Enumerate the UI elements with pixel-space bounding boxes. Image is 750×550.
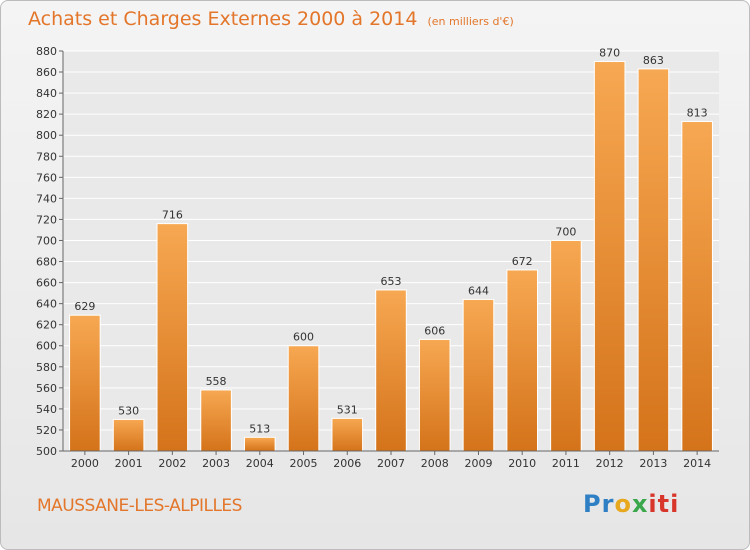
y-tick-label: 760 [36,171,57,184]
x-tick-label-2012: 2012 [596,457,624,470]
y-tick-label: 600 [36,340,57,353]
bar-2007 [375,289,407,452]
y-tick-label: 820 [36,108,57,121]
x-tick-label-2005: 2005 [290,457,318,470]
x-tick-label-2010: 2010 [508,457,536,470]
data-label-2008: 606 [424,324,445,337]
data-label-2007: 653 [381,275,402,288]
y-tick-label: 680 [36,256,57,269]
bar-2009 [462,298,495,452]
y-tick-label: 840 [36,87,57,100]
y-tick-label: 560 [36,382,57,395]
x-tick-label-2004: 2004 [246,457,274,470]
proxiti-logo: Proxiti [583,490,679,518]
y-tick-label: 640 [36,298,57,311]
data-label-2011: 700 [555,225,576,238]
x-axis: 2000 2001 2002 2003 2004 2005 2006 2007 2008 2009… [63,450,719,470]
data-label-2001: 530 [118,404,139,417]
x-tick-label-2002: 2002 [158,457,186,470]
y-tick-label: 800 [36,129,57,142]
x-tick-label-2003: 2003 [202,457,230,470]
commune-name: MAUSSANE-LES-ALPILLES [37,496,242,516]
data-label-2005: 600 [293,331,314,344]
x-tick-label-2009: 2009 [464,457,492,470]
y-tick-label: 520 [36,424,57,437]
data-label-2014: 813 [687,107,708,120]
y-axis: 500 520 540 560 580 600 620 640 660 680 700 720 740 7… [36,45,64,458]
logo-part-2: o [614,490,632,518]
data-label-2000: 629 [74,300,95,313]
bar-2011 [550,239,582,452]
chart-title-block: Achats et Charges Externes 2000 à 2014 (e… [28,8,514,30]
y-tick-label: 500 [36,445,57,458]
bar-2006 [331,417,364,452]
data-label-2009: 644 [468,284,489,297]
x-tick-label-2013: 2013 [639,457,667,470]
x-tick-label-2000: 2000 [71,457,99,470]
bar-2013 [637,68,670,452]
y-tick-label: 740 [36,192,57,205]
bar-2003 [200,389,232,452]
data-label-2013: 863 [643,54,664,67]
bar-2000 [69,314,101,452]
y-tick-label: 620 [36,319,57,332]
x-tick-label-2008: 2008 [421,457,449,470]
logo-part-4: iti [648,490,680,518]
bar-2012 [593,61,626,452]
bars [69,61,713,452]
y-tick-label: 860 [36,66,57,79]
chart-unit: (en milliers d'€) [427,15,514,28]
bar-2014 [681,121,713,452]
bar-2005 [287,345,320,452]
data-label-2003: 558 [206,375,227,388]
data-label-2012: 870 [599,47,620,60]
data-label-2004: 513 [249,422,270,435]
bar-2008 [418,338,451,452]
data-label-2006: 531 [337,403,358,416]
logo-part-1: Pr [583,490,615,518]
y-tick-label: 540 [36,403,57,416]
logo-part-3: x [631,490,649,518]
data-label-2010: 672 [512,255,533,268]
y-tick-label: 780 [36,150,57,163]
x-tick-label-2007: 2007 [377,457,405,470]
bar-2001 [112,418,145,452]
bar-2004 [243,436,276,452]
chart-title: Achats et Charges Externes 2000 à 2014 [28,8,418,30]
data-labels: 629 530 716 558 513 600 531 653 606 644 672 700 870 8… [74,47,707,436]
y-tick-label: 580 [36,361,57,374]
bar-2002 [156,223,189,452]
y-tick-label: 880 [36,45,57,58]
y-tick-label: 720 [36,213,57,226]
y-tick-label: 700 [36,234,57,247]
x-tick-label-2006: 2006 [333,457,361,470]
x-tick-label-2011: 2011 [552,457,580,470]
y-tick-label: 660 [36,277,57,290]
x-tick-label-2014: 2014 [683,457,711,470]
x-tick-label-2001: 2001 [115,457,143,470]
data-label-2002: 716 [162,209,183,222]
bar-2010 [506,269,539,452]
